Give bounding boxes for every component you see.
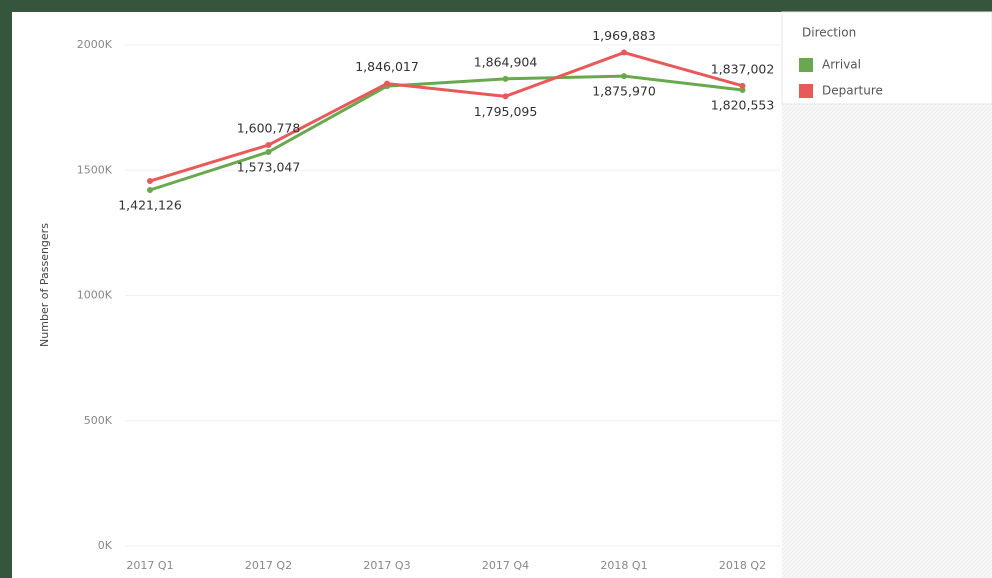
legend-swatch	[799, 58, 813, 72]
y-axis-label: Number of Passengers	[38, 223, 51, 347]
point	[502, 75, 509, 82]
x-tick-label: 2017 Q4	[482, 559, 529, 572]
y-tick-label: 1000K	[77, 289, 113, 302]
legend-label: Arrival	[822, 58, 861, 72]
line	[149, 74, 743, 192]
data-label: 1,837,002	[711, 61, 775, 76]
side-panel	[782, 12, 992, 578]
point	[147, 187, 153, 194]
data-label: 1,846,017	[355, 59, 419, 74]
x-tick-label: 2017 Q1	[126, 559, 173, 572]
x-tick-label: 2017 Q3	[363, 559, 410, 572]
y-tick-label: 2000K	[77, 38, 113, 51]
y-tick-label: 1500K	[77, 163, 113, 176]
data-label: 1,820,553	[711, 97, 775, 112]
point	[621, 73, 627, 80]
data-label: 1,969,883	[592, 28, 656, 43]
y-tick-label: 0K	[98, 539, 113, 552]
data-label: 1,421,126	[118, 198, 182, 213]
point	[739, 86, 746, 93]
data-label: 1,600,778	[237, 121, 301, 136]
x-tick-label: 2018 Q1	[600, 559, 647, 572]
data-label: 1,573,047	[237, 159, 301, 174]
x-tick-label: 2017 Q2	[245, 559, 292, 572]
x-tick-label: 2018 Q2	[719, 559, 766, 572]
point	[265, 148, 272, 155]
line	[149, 51, 743, 183]
point	[384, 80, 390, 87]
legend-box	[781, 11, 992, 105]
y-tick-label: 500K	[84, 414, 113, 427]
point	[739, 82, 746, 89]
data-label: 1,795,095	[474, 104, 538, 119]
legend-swatch	[799, 84, 813, 98]
point	[621, 49, 627, 56]
legend-label: Departure	[822, 84, 883, 98]
data-label: 1,864,904	[474, 54, 538, 69]
legend-title: Direction	[802, 26, 856, 40]
point	[502, 93, 509, 100]
point	[265, 142, 272, 149]
point	[147, 178, 153, 185]
data-label: 1,875,970	[592, 84, 656, 99]
